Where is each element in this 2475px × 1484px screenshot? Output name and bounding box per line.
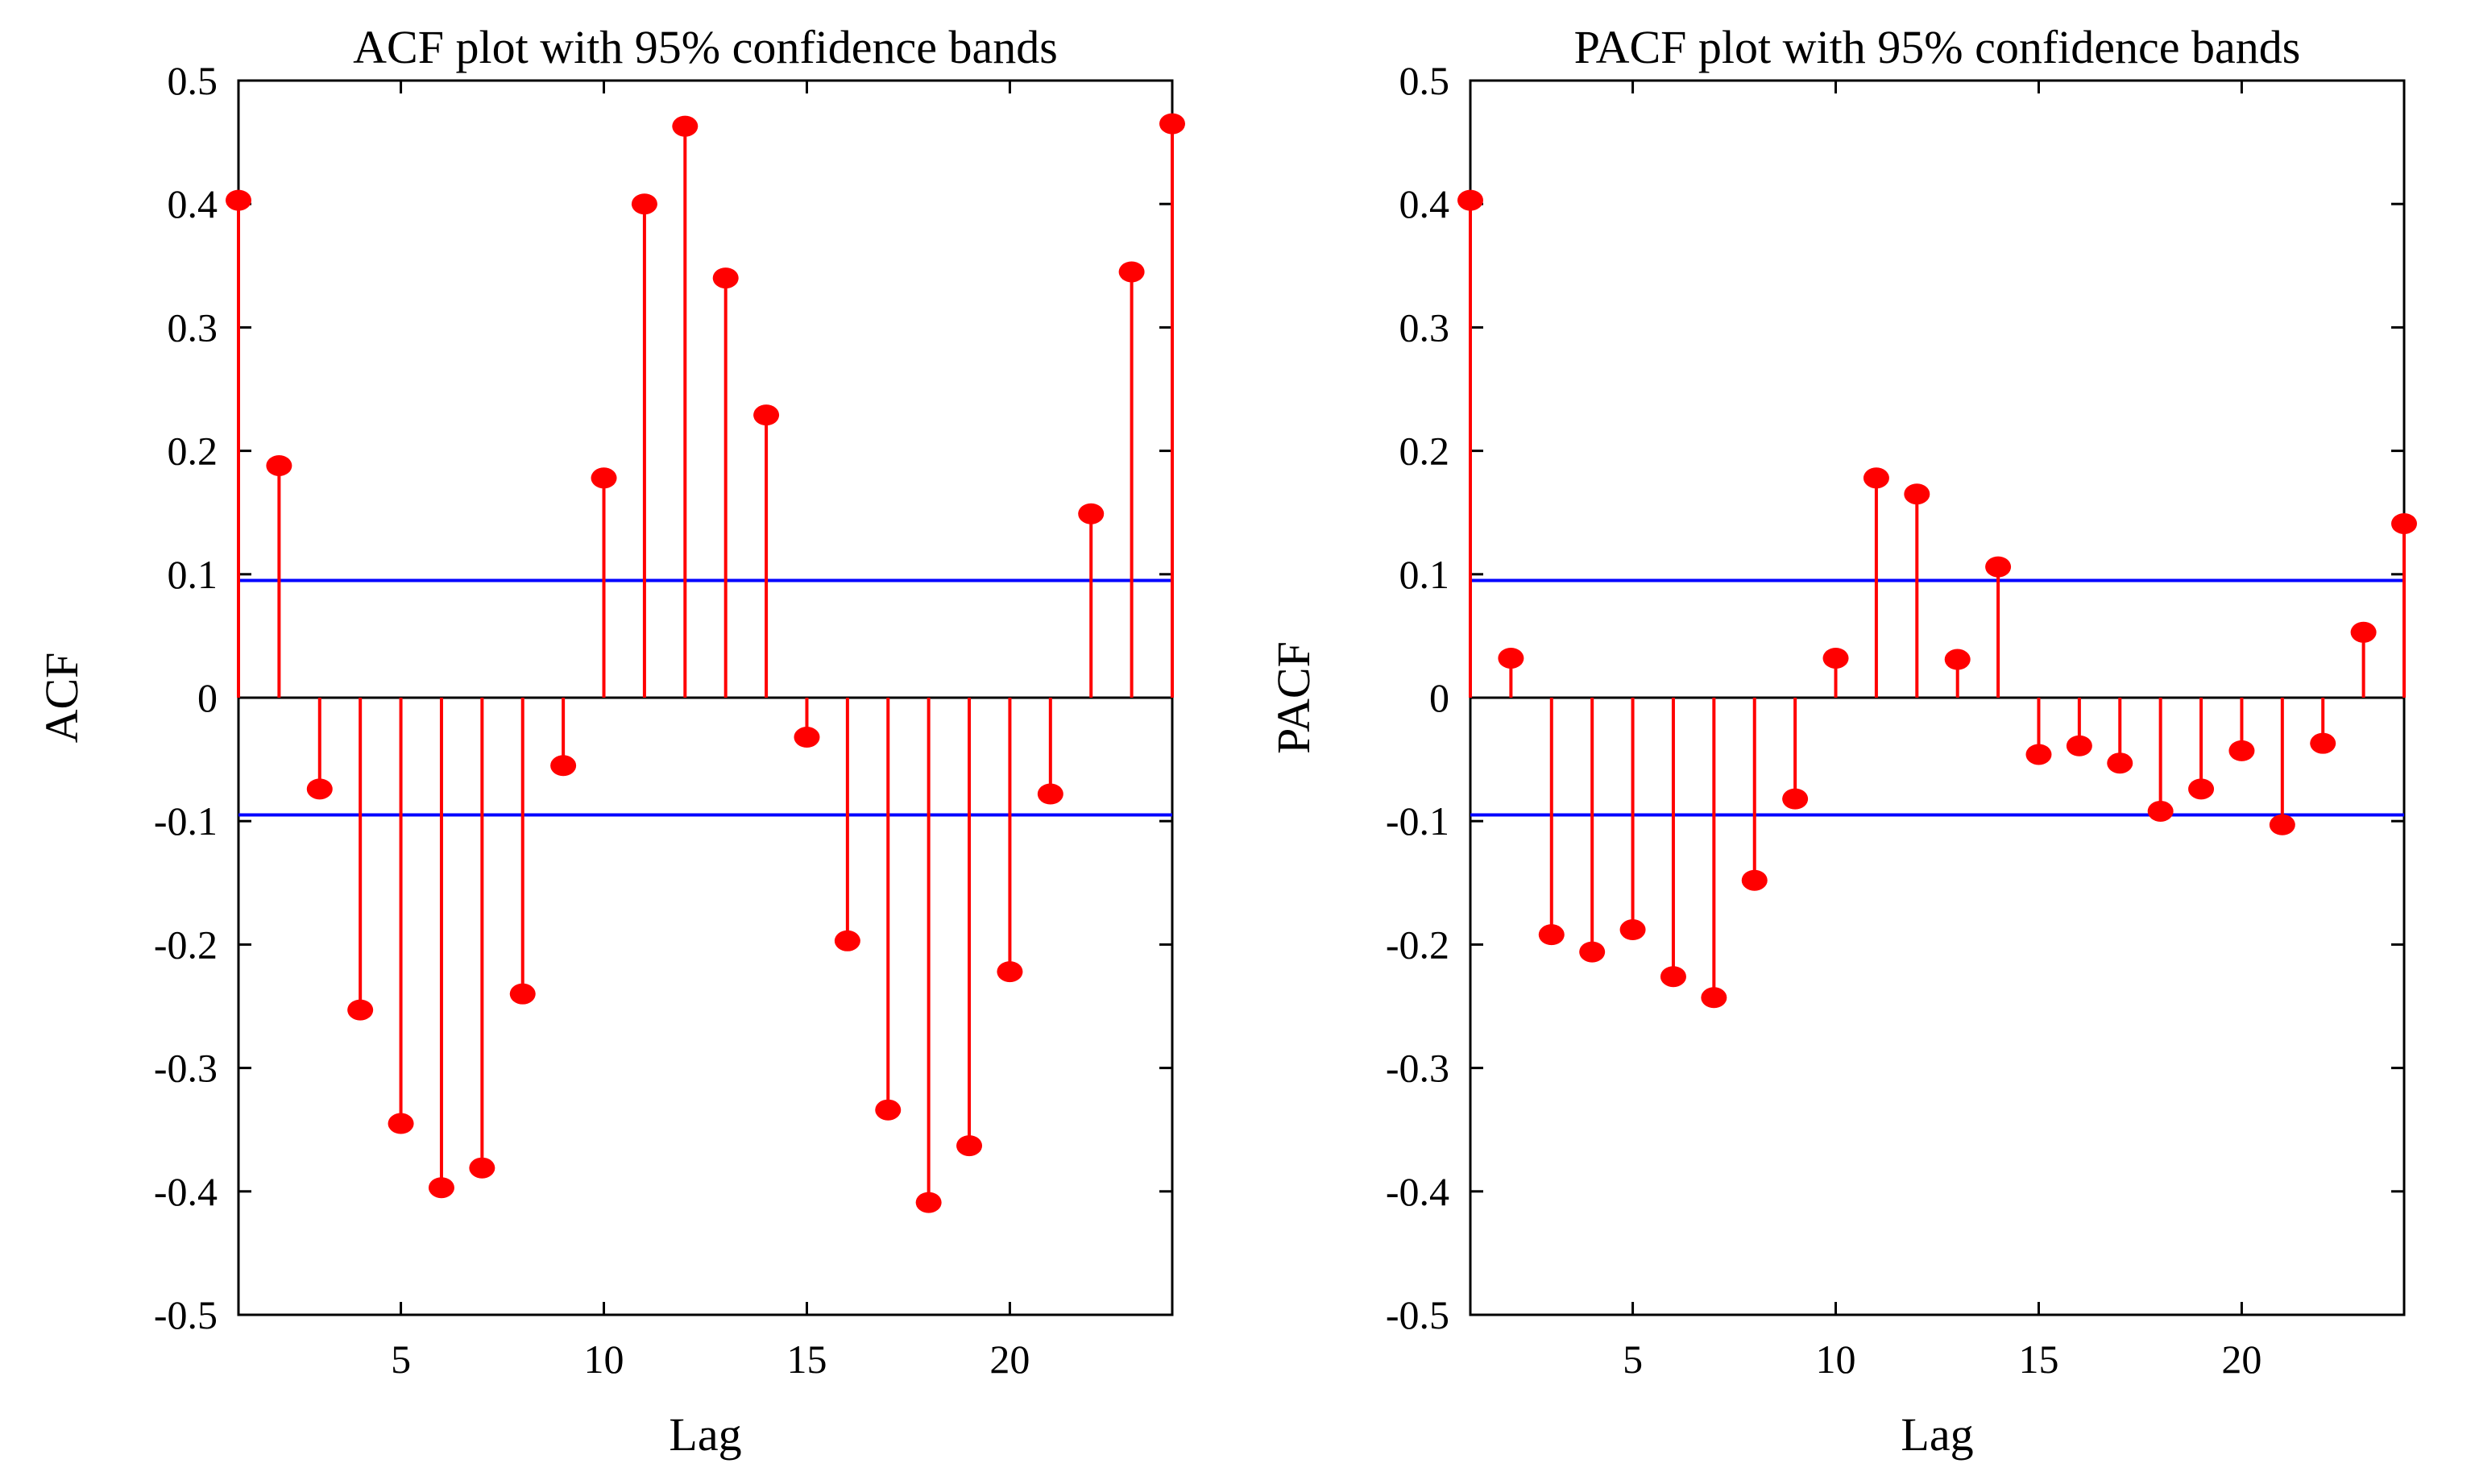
pacf-xtick-label: 5: [1623, 1337, 1643, 1382]
pacf-marker-lag-15: [2025, 744, 2052, 765]
acf-ytick-label: 0.2: [168, 429, 218, 474]
acf-marker-lag-17: [875, 1099, 902, 1121]
acf-marker-lag-14: [753, 404, 780, 426]
acf-marker-lag-24: [1159, 113, 1185, 135]
acf-title: ACF plot with 95% confidence bands: [353, 21, 1058, 73]
acf-ytick-label: 0.4: [168, 181, 218, 226]
acf-marker-lag-4: [347, 999, 374, 1021]
pacf-ytick-label: -0.2: [1386, 922, 1449, 967]
pacf-ylabel: PACF: [1267, 641, 1320, 754]
acf-marker-lag-21: [1037, 783, 1063, 805]
pacf-marker-lag-14: [1985, 556, 2012, 578]
acf-marker-lag-12: [672, 115, 699, 137]
acf-marker-lag-16: [834, 930, 860, 951]
pacf-ytick-label: -0.5: [1386, 1292, 1449, 1337]
pacf-ytick-label: 0.2: [1399, 429, 1450, 474]
acf-ytick-label: -0.3: [154, 1046, 218, 1091]
pacf-title: PACF plot with 95% confidence bands: [1574, 21, 2301, 73]
acf-ytick-label: 0.5: [168, 58, 218, 103]
acf-marker-lag-20: [997, 961, 1023, 983]
pacf-marker-lag-17: [2107, 752, 2133, 774]
acf-ytick-label: -0.2: [154, 922, 218, 967]
acf-marker-lag-10: [591, 467, 617, 489]
pacf-marker-lag-20: [2228, 740, 2255, 761]
acf-marker-lag-13: [712, 267, 739, 289]
acf-marker-lag-2: [266, 454, 292, 476]
pacf-ytick-label: 0.1: [1399, 552, 1450, 597]
pacf-marker-lag-11: [1863, 467, 1889, 489]
acf-marker-lag-5: [388, 1113, 414, 1134]
pacf-ytick-label: -0.4: [1386, 1169, 1449, 1214]
acf-marker-lag-22: [1078, 503, 1105, 524]
acf-ytick-label: 0.3: [168, 305, 218, 350]
acf-marker-lag-1: [226, 189, 251, 211]
pacf-marker-lag-16: [2066, 735, 2092, 757]
acf-marker-lag-8: [509, 983, 536, 1005]
acf-xlabel: Lag: [669, 1408, 741, 1461]
pacf-marker-lag-12: [1904, 483, 1930, 505]
pacf-marker-lag-9: [1782, 788, 1809, 810]
pacf-marker-lag-7: [1701, 987, 1727, 1009]
acf-xtick-label: 15: [786, 1337, 827, 1382]
acf-marker-lag-18: [915, 1192, 942, 1213]
acf-ytick-label: -0.4: [154, 1169, 218, 1214]
pacf-panel: 0.5 0.4 0.3 0.2 0.1 0 -0.1 -0.2 -0.3 -0.4 -0.5 5 10 1…: [1267, 21, 2417, 1461]
acf-marker-lag-23: [1118, 261, 1145, 283]
acf-marker-lag-15: [794, 727, 820, 748]
pacf-ytick-label: -0.1: [1386, 798, 1449, 844]
pacf-marker-lag-4: [1579, 941, 1606, 963]
acf-marker-lag-19: [956, 1135, 983, 1157]
pacf-xtick-label: 15: [2018, 1337, 2058, 1382]
acf-marker-lag-9: [550, 755, 577, 777]
acf-xtick-label: 10: [584, 1337, 624, 1382]
pacf-marker-lag-19: [2188, 778, 2215, 800]
acf-marker-lag-7: [469, 1157, 495, 1179]
pacf-xlabel: Lag: [1901, 1408, 1973, 1461]
pacf-marker-lag-10: [1822, 647, 1849, 669]
pacf-marker-lag-8: [1741, 869, 1768, 891]
pacf-marker-lag-23: [2350, 621, 2377, 643]
acf-ytick-label: 0: [197, 675, 218, 720]
pacf-marker-lag-1: [1457, 189, 1483, 211]
acf-ytick-label: -0.5: [154, 1292, 218, 1337]
pacf-marker-lag-5: [1619, 919, 1646, 941]
pacf-marker-lag-18: [2147, 800, 2174, 822]
acf-marker-lag-11: [631, 193, 657, 215]
pacf-marker-lag-21: [2269, 814, 2295, 835]
pacf-ytick-label: -0.3: [1386, 1046, 1449, 1091]
pacf-marker-lag-2: [1498, 647, 1524, 669]
pacf-marker-lag-24: [2391, 512, 2417, 534]
acf-marker-lag-6: [428, 1177, 454, 1199]
pacf-ytick-label: 0: [1429, 675, 1449, 720]
pacf-xtick-label: 10: [1816, 1337, 1856, 1382]
pacf-marker-lag-6: [1660, 966, 1686, 988]
acf-panel: 0.5 0.4 0.3 0.2 0.1 0 -0.1 -0.2 -0.3 -0.4 -0.5 5 10 1…: [35, 21, 1185, 1461]
acf-xtick-label: 5: [391, 1337, 411, 1382]
acf-xtick-label: 20: [989, 1337, 1030, 1382]
pacf-marker-lag-3: [1538, 924, 1565, 946]
acf-ylabel: ACF: [35, 653, 88, 744]
pacf-ytick-label: 0.4: [1399, 181, 1450, 226]
acf-marker-lag-3: [306, 778, 333, 800]
pacf-xtick-label: 20: [2221, 1337, 2261, 1382]
pacf-ytick-label: 0.5: [1399, 58, 1450, 103]
pacf-marker-lag-13: [1944, 649, 1971, 670]
acf-ytick-label: 0.1: [168, 552, 218, 597]
pacf-ytick-label: 0.3: [1399, 305, 1450, 350]
pacf-marker-lag-22: [2310, 732, 2336, 754]
acf-ytick-label: -0.1: [154, 798, 218, 844]
